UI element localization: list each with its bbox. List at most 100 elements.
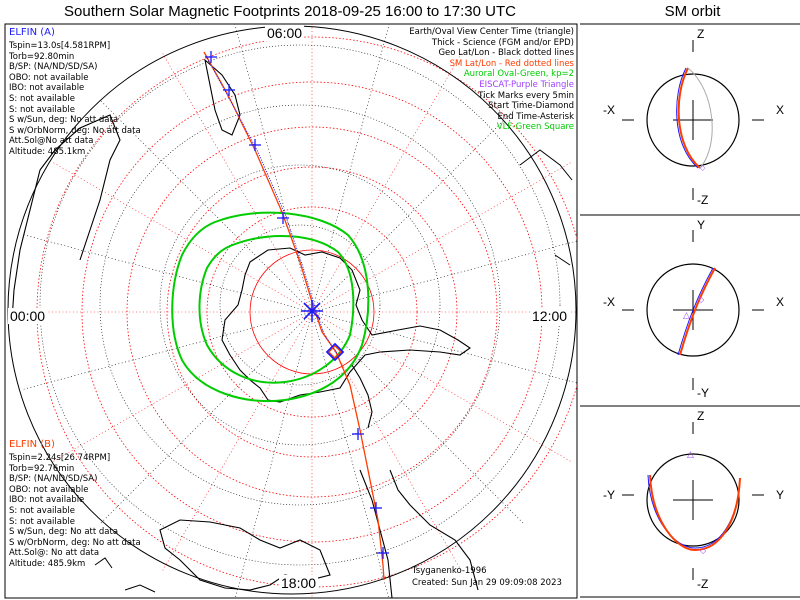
orbit3-label-down: -Z [697, 577, 709, 591]
elfin-b-info: Tspin=2.24s[26.74RPM] Torb=92.76min B/SP: … [9, 453, 141, 570]
orbit2-label-up: Y [697, 218, 706, 232]
auroral-oval-outer [171, 211, 370, 402]
sm-mlt-line [311, 311, 572, 463]
geo-meridian-line [311, 99, 525, 313]
elfin-b-info-line: S w/OrbNorm, deg: No att data [9, 537, 141, 548]
elfin-b-info-line: Att.Sol@: No att data [9, 548, 100, 559]
geo-meridian-line [22, 234, 313, 313]
created-label: Created: Sun Jan 29 09:09:08 2023 [412, 578, 562, 588]
elfin-a-info-line: Altitude: 485.1km [9, 146, 86, 157]
geo-meridian-line [22, 311, 313, 390]
tick-mark [352, 428, 364, 440]
mlt-label-right: 12:00 [530, 308, 570, 324]
tick-mark [223, 84, 235, 96]
orbit-b-xz [677, 67, 701, 169]
elfin-b-info-line: OBO: not available [9, 484, 89, 495]
footprint-map [4, 23, 578, 599]
svg-text:△: △ [683, 311, 690, 321]
svg-text:◇: ◇ [700, 546, 707, 555]
sm-mlt-line [52, 161, 313, 313]
elfin-a-info-line: Torb=92.80min [9, 51, 75, 62]
elfin-a-info-line: S w/Sun, deg: No att data [9, 115, 119, 126]
orbit3-label-right: Y [776, 488, 785, 502]
elfin-a-info: Tspin=13.0s[4.581RPM] Torb=92.80min B/SP: … [9, 41, 141, 158]
sm-mlt-line [52, 311, 313, 463]
geo-meridian-line [311, 311, 525, 525]
elfin-b-info-line: Tspin=2.24s[26.74RPM] [9, 453, 111, 463]
orbit2-label-right: X [776, 295, 785, 309]
orbit2-label-left: -X [603, 295, 615, 309]
elfin-a-info-line: Tspin=13.0s[4.581RPM] [9, 41, 111, 51]
elfin-b-info-line: S w/Sun, deg: No att data [9, 527, 119, 538]
elfin-a-name: ELFIN (A) [9, 27, 55, 38]
legend-eiscat: EISCAT-Purple Triangle [479, 79, 574, 90]
south-america-coastline [359, 469, 479, 598]
tick-mark [377, 547, 389, 559]
geo-lat-circle [99, 104, 501, 506]
sm-colat-circle [166, 166, 458, 458]
sm-mlt-line [161, 52, 313, 313]
elfin-a-info-line: Att.Sol@No att data [9, 136, 94, 147]
legend-start-time: Start Time-Diamond [488, 101, 574, 112]
elfin-a-info-line: B/SP: (NA/ND/SD/SA) [9, 62, 98, 73]
antarctica-coastline [221, 247, 471, 403]
orbit1-label-down: -Z [697, 193, 709, 207]
elfin-b-info-line: Torb=92.76min [9, 463, 75, 474]
legend: Earth/Oval View Center Time (triangle) T… [409, 27, 574, 133]
sm-mlt-line [311, 161, 572, 313]
elfin-b-info-line: S: not available [9, 516, 75, 527]
page-title: Southern Solar Magnetic Footprints 2018-… [64, 3, 516, 20]
australia-coastline [11, 114, 121, 321]
orbit-b-xy [679, 267, 716, 356]
elfin-a-info-line: OBO: not available [9, 72, 89, 83]
geo-meridian-line [234, 24, 313, 313]
tick-mark [370, 502, 382, 514]
legend-auroral-oval: Auroral Oval-Green, kp=2 [463, 69, 574, 80]
sm-mlt-line [311, 52, 463, 313]
orbit-panel-yz: △ ◇ [622, 422, 764, 580]
geo-meridian-line [235, 311, 313, 598]
legend-tick-marks: Tick Marks every 5min [478, 90, 574, 101]
geo-lat-circle [219, 224, 381, 386]
orbit-a-xz [676, 67, 699, 169]
orbit1-label-right: X [776, 103, 785, 117]
orbit-panels-frame: ◇ △ ◇ △ ◇ [580, 23, 800, 598]
model-label: Tsyganenko-1996 [412, 566, 487, 576]
mlt-label-left: 00:00 [8, 308, 48, 324]
geo-meridian-line [311, 240, 577, 313]
orbit-title: SM orbit [664, 3, 721, 20]
elfin-a-info-line: S: not available [9, 104, 75, 115]
orbit3-label-left: -Y [603, 488, 615, 502]
svg-text:◇: ◇ [700, 164, 706, 172]
sm-mlt-line [161, 311, 313, 572]
geo-meridian-line [311, 311, 577, 384]
tick-mark [205, 51, 217, 63]
orbit2-label-down: -Y [697, 386, 709, 400]
tick-mark [249, 139, 261, 151]
legend-view-center: Earth/Oval View Center Time (triangle) [409, 27, 574, 37]
geo-meridian-line [99, 311, 313, 525]
orbit1-label-up: Z [697, 27, 705, 41]
orbit-panel-xy: △ ◇ [622, 230, 764, 390]
geo-meridian-line [99, 99, 313, 313]
orbit-a-xy [677, 267, 714, 356]
start-diamond-marker [325, 342, 345, 362]
elfin-b-name: ELFIN (B) [9, 439, 55, 450]
mlt-label-top: 06:00 [265, 25, 305, 41]
start-diamond-marker-b [328, 345, 342, 359]
legend-end-time: End Time-Asterisk [497, 111, 574, 122]
orbit-panel-xz: ◇ [622, 40, 764, 200]
tick-mark [277, 212, 289, 224]
orbit-shadow-xz [687, 67, 713, 169]
geo-meridian-line [311, 24, 390, 313]
coast-fragment [519, 149, 573, 266]
orbit3-label-up: Z [697, 409, 705, 423]
orbit-b-yz [649, 474, 741, 552]
elfin-a-info-line: IBO: not available [9, 83, 85, 94]
legend-thick-science: Thick - Science (FGM and/or EPD) [431, 37, 574, 48]
antarctic-peninsula [351, 364, 373, 429]
geo-meridian-line [311, 311, 389, 598]
elfin-a-track [205, 55, 339, 356]
auroral-oval-inner [198, 235, 355, 384]
svg-text:◇: ◇ [698, 295, 705, 304]
